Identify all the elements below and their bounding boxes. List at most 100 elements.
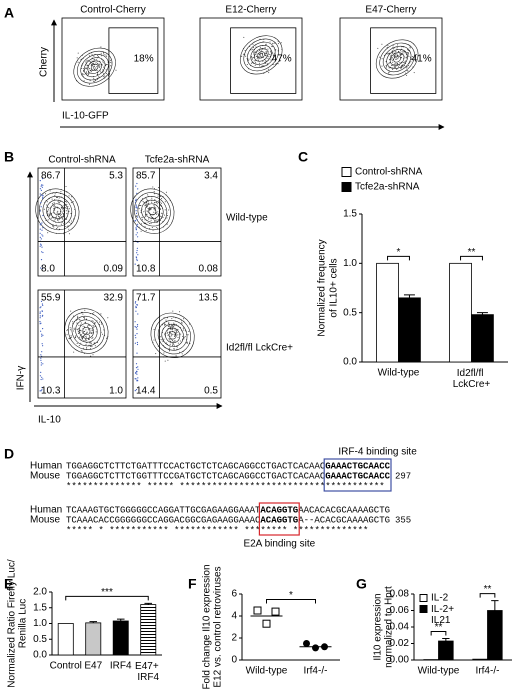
event-dot	[170, 329, 172, 331]
event-dot	[150, 222, 152, 224]
event-dot	[51, 212, 52, 214]
event-dot	[381, 43, 383, 45]
event-dot	[253, 53, 255, 55]
event-dot	[90, 343, 92, 345]
event-dot	[86, 60, 88, 62]
event-dot	[90, 328, 92, 330]
event-dot	[136, 192, 138, 194]
event-dot	[395, 54, 397, 56]
error-bar	[491, 600, 499, 611]
y-tick-label: 4	[231, 611, 237, 622]
text-line: IRF4	[137, 672, 159, 683]
event-dot	[145, 230, 147, 231]
event-dot	[92, 65, 94, 67]
event-dot	[182, 327, 184, 329]
event-dot	[268, 56, 270, 58]
event-dot	[175, 355, 177, 357]
site-box	[323, 458, 392, 492]
gate	[108, 27, 159, 94]
event-dot	[61, 222, 63, 224]
event-dot	[381, 65, 383, 67]
event-dot	[136, 232, 138, 234]
event-dot	[39, 311, 41, 313]
event-dot	[154, 220, 155, 222]
event-dot	[136, 304, 138, 306]
quadrant-value: 0.5	[204, 386, 218, 397]
event-dot	[41, 351, 43, 353]
contour	[82, 327, 91, 336]
event-dot	[408, 56, 410, 57]
event-dot	[154, 221, 156, 223]
event-dot	[135, 301, 137, 303]
contour	[46, 199, 69, 223]
event-dot	[135, 307, 137, 309]
contour	[76, 50, 113, 84]
event-dot	[62, 212, 64, 214]
quadrant-value: 3.4	[204, 171, 218, 182]
plot-frame	[339, 17, 443, 101]
event-dot	[171, 318, 173, 320]
event-dot	[166, 342, 168, 344]
event-dot	[136, 343, 139, 346]
event-dot	[391, 52, 393, 54]
event-dot	[136, 379, 138, 381]
event-dot	[145, 202, 147, 204]
event-dot	[136, 328, 138, 330]
event-dot	[406, 54, 407, 56]
event-dot	[168, 323, 170, 324]
event-dot	[243, 36, 245, 38]
event-dot	[59, 211, 61, 213]
significance-bracket	[479, 593, 496, 598]
event-dot	[265, 51, 267, 53]
event-dot	[55, 215, 57, 217]
event-dot	[407, 52, 409, 53]
event-dot	[85, 336, 87, 338]
bar	[472, 658, 488, 661]
event-dot	[270, 59, 272, 61]
event-dot	[71, 196, 73, 198]
event-dot	[147, 201, 149, 203]
error-bar	[442, 638, 450, 642]
event-dot	[89, 61, 91, 63]
event-dot	[102, 333, 103, 335]
event-dot	[151, 227, 153, 228]
event-dot	[66, 213, 68, 215]
event-dot	[188, 330, 190, 332]
y-axis-label: Fold change Il10 expression	[202, 564, 213, 689]
event-dot	[73, 351, 75, 353]
event-dot	[39, 232, 41, 234]
event-dot	[58, 216, 60, 217]
event-dot	[393, 55, 395, 57]
plot-frame	[37, 167, 127, 277]
event-dot	[40, 259, 43, 261]
event-dot	[253, 52, 255, 54]
event-dot	[65, 207, 67, 209]
event-dot	[169, 350, 171, 352]
significance-label: ***	[101, 587, 113, 598]
event-dot	[254, 51, 256, 53]
event-dot	[184, 336, 186, 338]
event-dot	[171, 326, 173, 328]
quadrant-value: 86.7	[41, 171, 61, 182]
event-dot	[241, 55, 243, 57]
event-dot	[72, 201, 74, 203]
significance-label: **	[484, 584, 492, 595]
event-dot	[56, 212, 58, 214]
event-dot	[91, 329, 93, 331]
event-dot	[72, 218, 74, 220]
y-tick-label: 2.0	[33, 587, 47, 598]
legend-swatch	[419, 594, 428, 602]
gate-percent: 18%	[134, 54, 154, 65]
event-dot	[40, 390, 42, 392]
event-dot	[103, 54, 105, 56]
event-dot	[77, 315, 79, 317]
event-dot	[73, 330, 75, 332]
event-dot	[167, 317, 168, 319]
event-dot	[40, 364, 42, 366]
y-tick-label: 1.5	[33, 602, 47, 613]
event-dot	[379, 56, 381, 58]
event-dot	[165, 323, 167, 325]
event-dot	[159, 207, 161, 209]
event-dot	[157, 200, 159, 202]
event-dot	[255, 54, 257, 55]
